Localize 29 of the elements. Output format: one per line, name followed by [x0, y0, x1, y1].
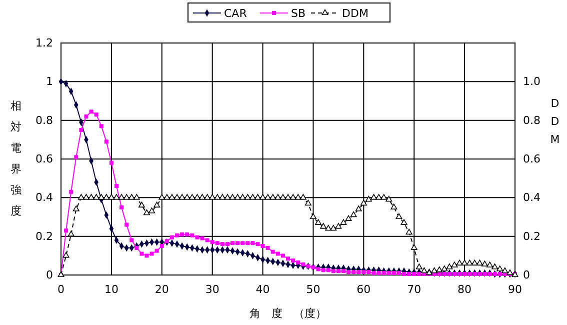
- y2-tick-label: 0.4: [523, 191, 540, 204]
- y-tick-label: 0.8: [36, 114, 53, 127]
- x-tick-label: 10: [104, 282, 118, 296]
- x-tick-label: 20: [154, 282, 169, 296]
- y2-tick-label: 1.0: [523, 75, 540, 88]
- x-tick-label: 40: [256, 282, 270, 296]
- x-tick-label: 90: [508, 282, 522, 296]
- legend-label: CAR: [224, 7, 248, 20]
- y2-tick-label: 0.2: [523, 230, 540, 243]
- x-tick-label: 70: [407, 282, 422, 296]
- y2-axis-title: DDM: [550, 97, 560, 146]
- x-axis-title: 角 度 （度）: [250, 307, 326, 320]
- x-tick-label: 50: [306, 282, 320, 296]
- y-tick-label: 0.6: [36, 152, 53, 166]
- y-tick-label: 1: [46, 75, 53, 88]
- x-tick-label: 0: [58, 282, 64, 296]
- y-tick-label: 0.2: [36, 230, 53, 243]
- x-tick-label: 60: [356, 282, 371, 296]
- legend-label: DDM: [342, 7, 368, 20]
- legend-label: SB: [291, 7, 306, 20]
- x-tick-label: 80: [458, 282, 472, 296]
- y2-tick-label: 0.6: [523, 152, 540, 166]
- y-axis-title: 相対電界強度: [10, 100, 22, 218]
- y2-tick-label: 0: [523, 268, 530, 282]
- x-tick-label: 30: [205, 282, 220, 296]
- y-tick-label: 0: [46, 268, 53, 282]
- y-tick-label: 1.2: [36, 36, 53, 50]
- y-tick-label: 0.4: [36, 191, 53, 204]
- y2-tick-label: 0.8: [523, 114, 540, 127]
